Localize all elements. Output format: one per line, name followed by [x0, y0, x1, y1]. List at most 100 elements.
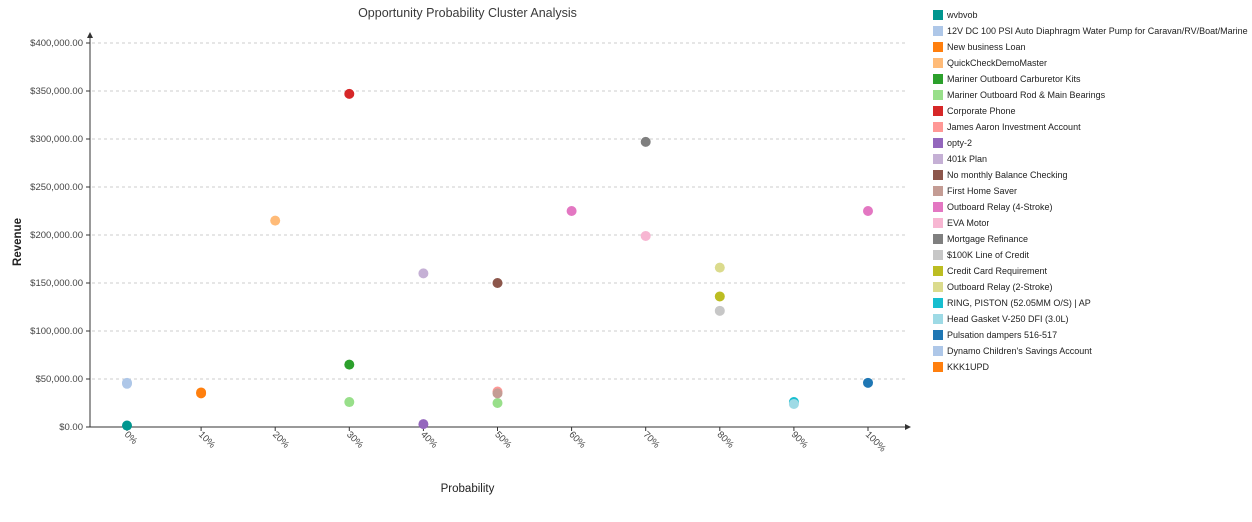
legend-swatch — [933, 170, 943, 180]
x-tick-label: 90% — [789, 429, 811, 451]
legend-label: QuickCheckDemoMaster — [947, 58, 1048, 68]
legend-swatch — [933, 250, 943, 260]
legend-label: No monthly Balance Checking — [947, 170, 1068, 180]
legend-item[interactable]: No monthly Balance Checking — [933, 170, 1251, 180]
legend-item[interactable]: James Aaron Investment Account — [933, 122, 1251, 132]
legend-item[interactable]: KKK1UPD — [933, 362, 1251, 372]
legend-swatch — [933, 234, 943, 244]
legend-label: 12V DC 100 PSI Auto Diaphragm Water Pump… — [947, 26, 1248, 36]
y-tick-label: $0.00 — [59, 422, 83, 433]
x-tick-label: 20% — [270, 429, 292, 451]
legend-swatch — [933, 58, 943, 68]
legend-item[interactable]: opty-2 — [933, 138, 1251, 148]
data-point[interactable] — [122, 420, 132, 431]
legend-label: Outboard Relay (2-Stroke) — [947, 282, 1053, 292]
legend-label: Mariner Outboard Rod & Main Bearings — [947, 90, 1106, 100]
data-point[interactable] — [344, 359, 355, 370]
legend-item[interactable]: $100K Line of Credit — [933, 250, 1251, 260]
legend-item[interactable]: Dynamo Children's Savings Account — [933, 346, 1251, 356]
legend-label: RING, PISTON (52.05MM O/S) | AP — [947, 298, 1091, 308]
x-tick-label: 50% — [492, 429, 514, 451]
x-tick-label: 70% — [641, 429, 663, 451]
data-point[interactable] — [270, 215, 281, 226]
legend-label: EVA Motor — [947, 218, 990, 228]
legend-label: wvbvob — [947, 10, 978, 20]
legend-label: Outboard Relay (4-Stroke) — [947, 202, 1053, 212]
x-axis-label: Probability — [440, 483, 495, 495]
x-tick-label: 30% — [344, 429, 366, 451]
legend-swatch — [933, 186, 943, 196]
legend-label: opty-2 — [947, 138, 973, 148]
legend-label: Dynamo Children's Savings Account — [947, 346, 1092, 356]
data-point[interactable] — [863, 377, 873, 388]
legend-item[interactable]: Outboard Relay (2-Stroke) — [933, 282, 1251, 292]
data-point[interactable] — [640, 136, 651, 147]
y-tick-label: $200,000.00 — [30, 230, 83, 241]
legend-swatch — [933, 314, 943, 324]
legend-item[interactable]: 401k Plan — [933, 154, 1251, 164]
legend-label: Pulsation dampers 516-517 — [947, 330, 1058, 340]
x-axis-arrow-icon — [905, 424, 911, 430]
legend-item[interactable]: New business Loan — [933, 42, 1251, 52]
legend-item[interactable]: Pulsation dampers 516-517 — [933, 330, 1251, 340]
x-tick-label: 40% — [418, 429, 440, 451]
legend-item[interactable]: Head Gasket V-250 DFI (3.0L) — [933, 314, 1251, 324]
legend-label: Head Gasket V-250 DFI (3.0L) — [947, 314, 1069, 324]
legend-item[interactable]: Corporate Phone — [933, 106, 1251, 116]
legend-item[interactable]: RING, PISTON (52.05MM O/S) | AP — [933, 298, 1251, 308]
legend-swatch — [933, 154, 943, 164]
data-point[interactable] — [492, 388, 503, 399]
legend-item[interactable]: QuickCheckDemoMaster — [933, 58, 1251, 68]
data-point[interactable] — [714, 262, 725, 273]
legend-item[interactable]: Mariner Outboard Carburetor Kits — [933, 74, 1251, 84]
y-tick-label: $250,000.00 — [30, 182, 83, 193]
legend-item[interactable]: Outboard Relay (4-Stroke) — [933, 202, 1251, 212]
y-tick-label: $300,000.00 — [30, 134, 83, 145]
data-point[interactable] — [863, 206, 873, 216]
legend-item[interactable]: Mariner Outboard Rod & Main Bearings — [933, 90, 1251, 100]
y-tick-label: $150,000.00 — [30, 278, 83, 289]
data-point[interactable] — [788, 398, 799, 409]
x-tick-label: 80% — [715, 429, 737, 451]
legend-swatch — [933, 346, 943, 356]
legend-swatch — [933, 10, 943, 20]
legend-item[interactable]: EVA Motor — [933, 218, 1251, 228]
legend-label: Credit Card Requirement — [947, 266, 1048, 276]
legend-swatch — [933, 90, 943, 100]
legend-swatch — [933, 218, 943, 228]
data-point[interactable] — [492, 398, 503, 408]
legend-swatch — [933, 202, 943, 212]
data-point[interactable] — [196, 388, 207, 399]
data-point[interactable] — [714, 305, 725, 316]
data-point[interactable] — [714, 291, 725, 302]
legend-swatch — [933, 42, 943, 52]
legend-swatch — [933, 298, 943, 308]
legend-label: First Home Saver — [947, 186, 1018, 196]
data-point[interactable] — [492, 278, 503, 288]
data-point[interactable] — [566, 206, 577, 216]
legend-label: Mariner Outboard Carburetor Kits — [947, 74, 1081, 84]
legend-label: James Aaron Investment Account — [947, 122, 1081, 132]
legend-item[interactable]: Mortgage Refinance — [933, 234, 1251, 244]
legend-swatch — [933, 282, 943, 292]
legend-item[interactable]: First Home Saver — [933, 186, 1251, 196]
data-point[interactable] — [640, 230, 651, 241]
data-point[interactable] — [344, 397, 355, 408]
data-point[interactable] — [418, 419, 429, 430]
x-tick-label: 0% — [122, 429, 140, 447]
data-point[interactable] — [418, 268, 429, 279]
y-tick-label: $50,000.00 — [35, 374, 83, 385]
legend: wvbvob 12V DC 100 PSI Auto Diaphragm Wate… — [933, 10, 1251, 378]
y-tick-label: $100,000.00 — [30, 326, 83, 337]
x-tick-label: 60% — [566, 429, 588, 451]
legend-item[interactable]: Credit Card Requirement — [933, 266, 1251, 276]
legend-swatch — [933, 122, 943, 132]
data-point[interactable] — [344, 88, 355, 99]
data-point[interactable] — [122, 378, 132, 389]
legend-item[interactable]: 12V DC 100 PSI Auto Diaphragm Water Pump… — [933, 26, 1251, 36]
legend-item[interactable]: wvbvob — [933, 10, 1251, 20]
x-tick-label: 100% — [863, 429, 888, 454]
legend-label: New business Loan — [947, 42, 1026, 52]
legend-swatch — [933, 74, 943, 84]
legend-swatch — [933, 106, 943, 116]
